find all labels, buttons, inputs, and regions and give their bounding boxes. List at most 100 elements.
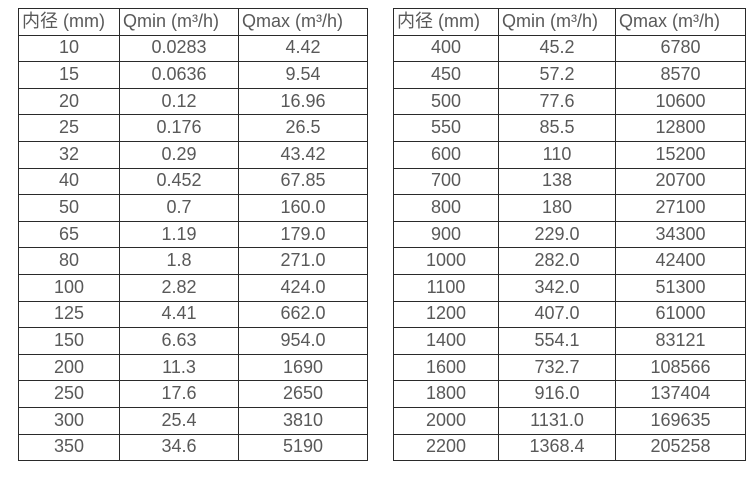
table-row: 80 1.8 271.0 (18, 247, 368, 275)
table-row: 300 25.4 3810 (18, 406, 368, 435)
table-cell: 20 (18, 87, 120, 116)
table-row: 1600 732.7 108566 (393, 353, 746, 382)
table-cell: 500 (393, 87, 499, 116)
table-cell: 4.42 (238, 34, 368, 63)
column-header: Qmin (m³/h) (498, 8, 616, 36)
table-cell: 2650 (238, 380, 368, 408)
table-cell: 2000 (393, 406, 499, 435)
table-cell: 662.0 (238, 300, 368, 329)
table-cell: 125 (18, 300, 120, 329)
table-cell: 10 (18, 34, 120, 63)
table-row: 400 45.2 6780 (393, 34, 746, 63)
table-row: 65 1.19 179.0 (18, 220, 368, 249)
table-row: 50 0.7 160.0 (18, 194, 368, 222)
table-row: 25 0.176 26.5 (18, 114, 368, 142)
table-cell: 25.4 (119, 406, 239, 435)
table-row: 2000 1131.0 169635 (393, 406, 746, 435)
column-header: Qmax (m³/h) (615, 8, 746, 36)
table-cell: 43.42 (238, 140, 368, 169)
table-cell: 61000 (615, 300, 746, 329)
table-cell: 900 (393, 220, 499, 249)
table-cell: 6780 (615, 34, 746, 63)
table-cell: 954.0 (238, 327, 368, 355)
table-cell: 16.96 (238, 87, 368, 116)
table-cell: 50 (18, 194, 120, 222)
table-cell: 0.12 (119, 87, 239, 116)
table-cell: 32 (18, 140, 120, 169)
table-row: 1100 342.0 51300 (393, 273, 746, 302)
table-cell: 42400 (615, 247, 746, 275)
table-cell: 554.1 (498, 327, 616, 355)
table-cell: 1100 (393, 273, 499, 302)
table-row: 125 4.41 662.0 (18, 300, 368, 329)
table-cell: 400 (393, 34, 499, 63)
table-cell: 342.0 (498, 273, 616, 302)
table-cell: 1000 (393, 247, 499, 275)
table-cell: 916.0 (498, 380, 616, 408)
table-cell: 250 (18, 380, 120, 408)
table-cell: 1600 (393, 353, 499, 382)
table-cell: 0.0636 (119, 61, 239, 89)
table-cell: 67.85 (238, 167, 368, 196)
table-cell: 160.0 (238, 194, 368, 222)
table-cell: 34300 (615, 220, 746, 249)
table-cell: 15200 (615, 140, 746, 169)
column-header: Qmax (m³/h) (238, 8, 368, 36)
table-row: 500 77.6 10600 (393, 87, 746, 116)
flow-spec-table-small-diameters: 内径 (mm) Qmin (m³/h) Qmax (m³/h) 10 0.0283 4.4… (18, 8, 368, 462)
table-row: 600 110 15200 (393, 140, 746, 169)
table-cell: 169635 (615, 406, 746, 435)
table-row: 900 229.0 34300 (393, 220, 746, 249)
table-cell: 2200 (393, 433, 499, 462)
table-cell: 11.3 (119, 353, 239, 382)
table-row: 1400 554.1 83121 (393, 327, 746, 355)
table-cell: 6.63 (119, 327, 239, 355)
table-row: 10 0.0283 4.42 (18, 34, 368, 63)
table-cell: 205258 (615, 433, 746, 462)
table-cell: 5190 (238, 433, 368, 462)
table-cell: 350 (18, 433, 120, 462)
column-header: Qmin (m³/h) (119, 8, 239, 36)
table-cell: 1368.4 (498, 433, 616, 462)
table-row: 800 180 27100 (393, 194, 746, 222)
flow-spec-table-large-diameters: 内径 (mm) Qmin (m³/h) Qmax (m³/h) 400 45.2 6780… (393, 8, 746, 462)
table-cell: 77.6 (498, 87, 616, 116)
table-row: 550 85.5 12800 (393, 114, 746, 142)
table-cell: 407.0 (498, 300, 616, 329)
table-cell: 1200 (393, 300, 499, 329)
table-row: 2200 1368.4 205258 (393, 433, 746, 462)
table-cell: 12800 (615, 114, 746, 142)
table-cell: 600 (393, 140, 499, 169)
table-cell: 34.6 (119, 433, 239, 462)
table-row: 200 11.3 1690 (18, 353, 368, 382)
table-row: 20 0.12 16.96 (18, 87, 368, 116)
table-cell: 1131.0 (498, 406, 616, 435)
table-cell: 20700 (615, 167, 746, 196)
table-cell: 4.41 (119, 300, 239, 329)
table-cell: 1400 (393, 327, 499, 355)
header-row: 内径 (mm) Qmin (m³/h) Qmax (m³/h) (393, 8, 746, 36)
table-cell: 100 (18, 273, 120, 302)
table-row: 450 57.2 8570 (393, 61, 746, 89)
table-cell: 26.5 (238, 114, 368, 142)
table-cell: 80 (18, 247, 120, 275)
table-cell: 550 (393, 114, 499, 142)
table-cell: 51300 (615, 273, 746, 302)
table-cell: 300 (18, 406, 120, 435)
table-cell: 0.452 (119, 167, 239, 196)
table-cell: 138 (498, 167, 616, 196)
table-cell: 1690 (238, 353, 368, 382)
table-row: 350 34.6 5190 (18, 433, 368, 462)
table-cell: 200 (18, 353, 120, 382)
table-cell: 27100 (615, 194, 746, 222)
table-cell: 3810 (238, 406, 368, 435)
table-cell: 57.2 (498, 61, 616, 89)
table-row: 32 0.29 43.42 (18, 140, 368, 169)
table-row: 250 17.6 2650 (18, 380, 368, 408)
table-cell: 229.0 (498, 220, 616, 249)
table-cell: 271.0 (238, 247, 368, 275)
column-header: 内径 (mm) (393, 8, 499, 36)
table-row: 1200 407.0 61000 (393, 300, 746, 329)
table-cell: 282.0 (498, 247, 616, 275)
table-row: 150 6.63 954.0 (18, 327, 368, 355)
